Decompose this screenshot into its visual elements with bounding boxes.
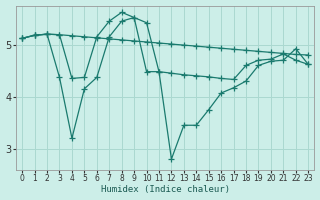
X-axis label: Humidex (Indice chaleur): Humidex (Indice chaleur): [101, 185, 230, 194]
